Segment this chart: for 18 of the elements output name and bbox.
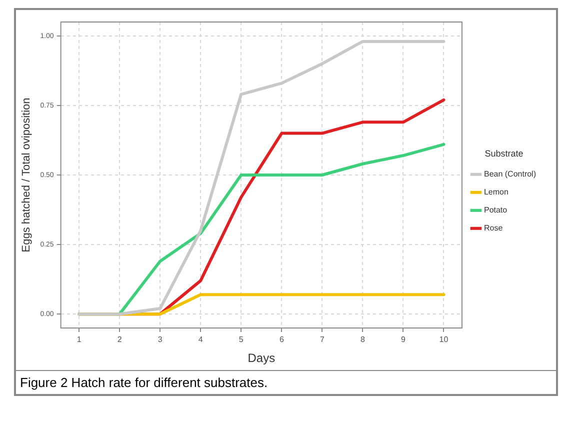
legend-label: Lemon: [484, 188, 508, 197]
x-tick-label: 7: [320, 335, 325, 344]
x-axis-title: Days: [248, 351, 276, 366]
x-tick-label: 6: [279, 335, 284, 344]
x-tick-label: 9: [400, 335, 406, 344]
x-tick-label: 2: [117, 335, 122, 344]
x-tick-label: 10: [439, 335, 449, 344]
x-tick-label: 4: [198, 335, 204, 344]
x-tick-label: 1: [76, 335, 82, 344]
x-tick-label: 3: [158, 335, 163, 344]
y-axis-title: Eggs hatched / Total oviposition: [20, 98, 33, 252]
legend-label: Potato: [484, 206, 508, 215]
caption: Figure 2 Hatch rate for different substrates.: [16, 370, 556, 394]
x-tick-label: 5: [238, 335, 244, 344]
x-tick-label: 8: [360, 335, 366, 344]
legend-title: Substrate: [484, 148, 524, 159]
legend-label: Bean (Control): [484, 170, 536, 179]
legend-label: Rose: [484, 224, 504, 233]
